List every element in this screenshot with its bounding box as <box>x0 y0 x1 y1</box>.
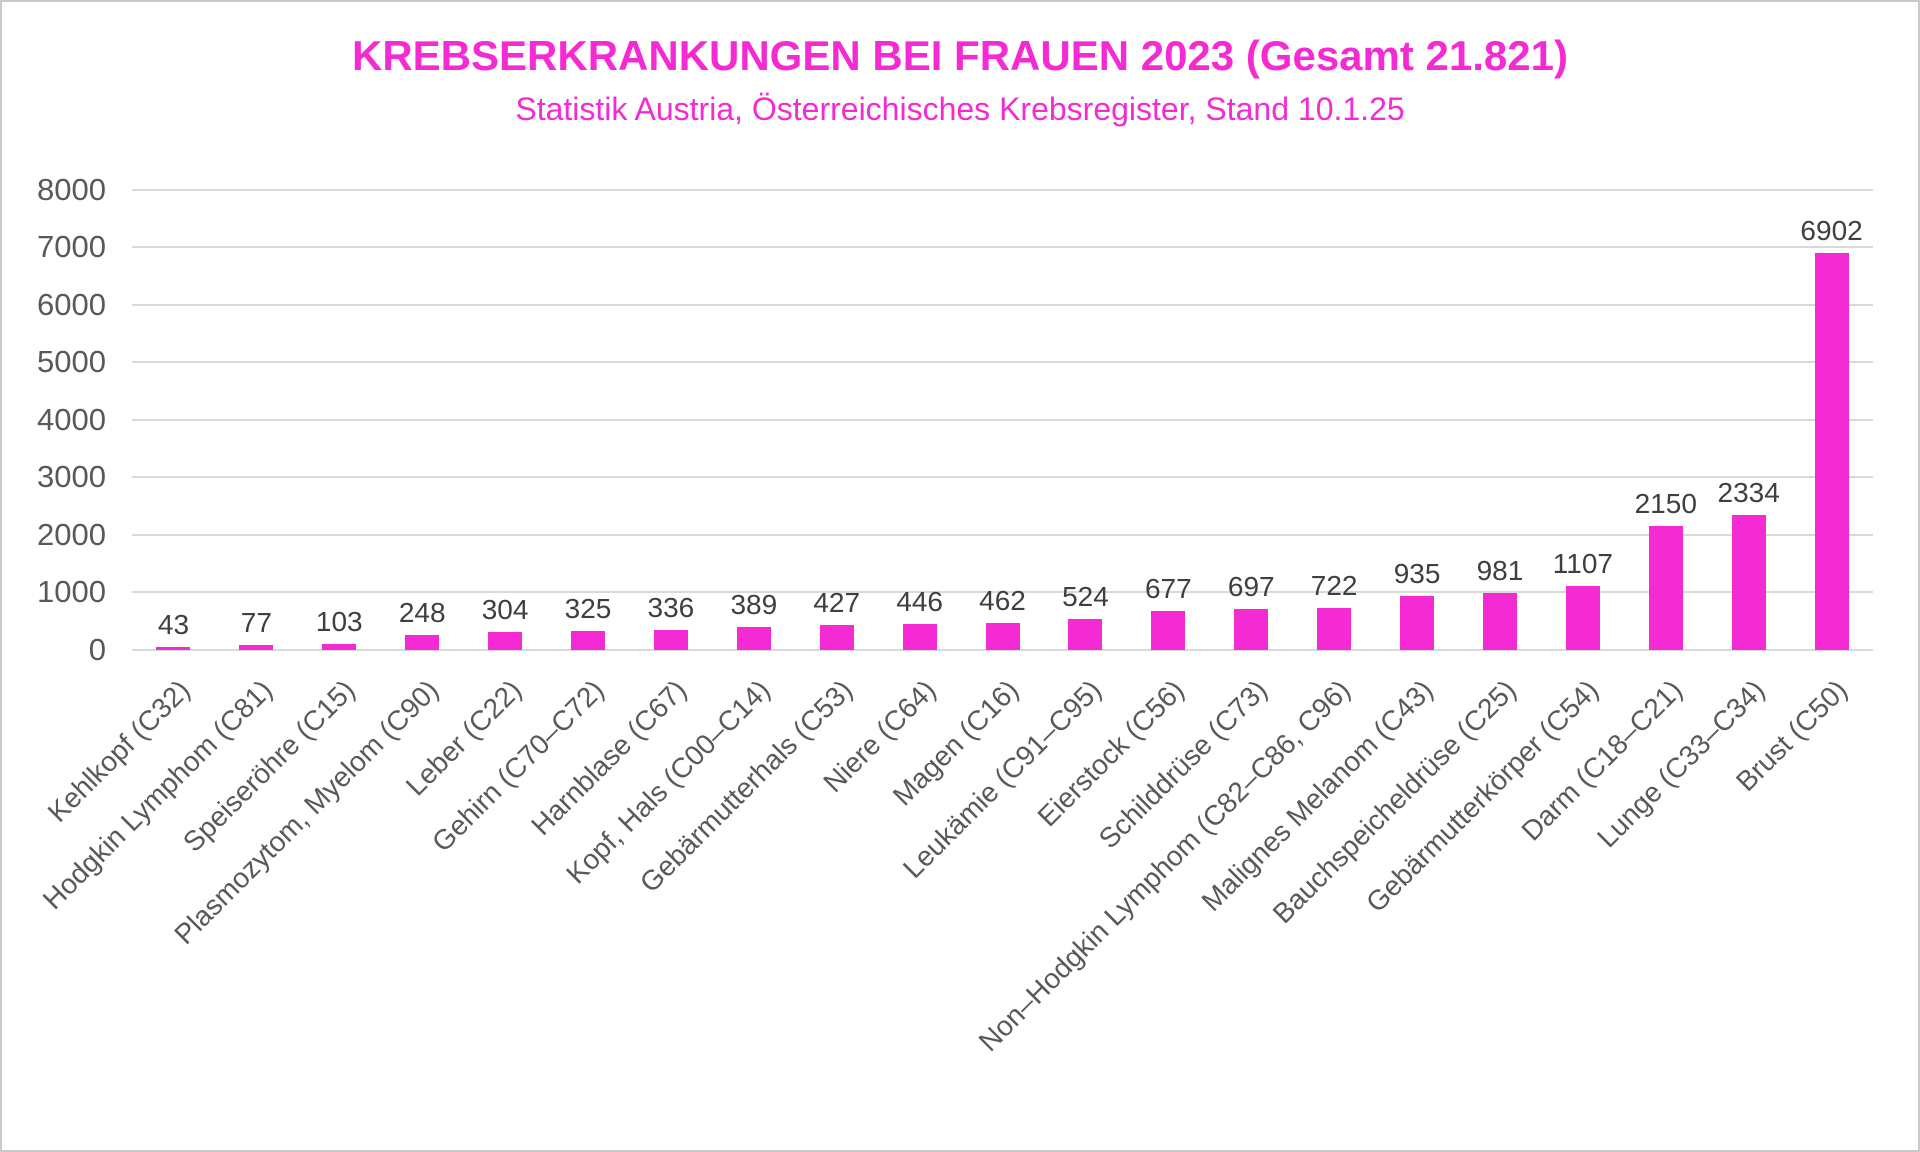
bar-series: 43 77 103 248 304 325 336 389 427 446 462 524 677 697… <box>132 190 1873 650</box>
y-tick-label: 3000 <box>37 459 106 494</box>
gridline <box>132 188 1873 191</box>
bar-value-label: 524 <box>1062 581 1109 613</box>
bar-value-label: 935 <box>1393 557 1441 589</box>
bar-cell: 697 <box>1210 190 1293 650</box>
bar <box>1068 619 1103 650</box>
bar-cell: 427 <box>795 190 878 650</box>
bar-value-label: 2150 <box>1634 487 1697 519</box>
bar <box>819 624 854 650</box>
bar-value-label: 981 <box>1476 555 1524 587</box>
gridline <box>132 591 1873 593</box>
bar <box>570 630 605 650</box>
bar-cell: 2150 <box>1624 190 1707 650</box>
bar <box>405 635 440 650</box>
bar <box>1151 610 1186 650</box>
gridline <box>132 418 1873 421</box>
bar-value-label: 304 <box>481 594 529 626</box>
y-tick-label: 5000 <box>37 344 106 379</box>
bar-chart: 0 1000 2000 3000 4000 5000 6000 7000 8000 43 77 10… <box>2 172 1918 1138</box>
bar-cell: 6902 <box>1790 190 1873 650</box>
bar <box>653 630 688 650</box>
y-tick-label: 7000 <box>37 229 106 264</box>
bar-cell: 981 <box>1459 190 1542 650</box>
gridline <box>132 533 1873 536</box>
bar-value-label: 446 <box>896 585 943 617</box>
bar <box>1234 609 1269 650</box>
bar-value-label: 77 <box>240 607 272 639</box>
bar-cell: 446 <box>878 190 961 650</box>
bar-value-label: 6902 <box>1800 214 1863 246</box>
bar-cell: 935 <box>1376 190 1459 650</box>
bar-value-label: 677 <box>1144 572 1192 604</box>
bar <box>1814 252 1849 650</box>
bar-value-label: 722 <box>1310 570 1358 601</box>
bar-cell: 325 <box>547 190 630 650</box>
bar <box>488 632 523 650</box>
bar-cell: 524 <box>1044 190 1127 650</box>
x-axis-label: Kehlkopf (C32) <box>41 673 196 828</box>
gridline <box>132 246 1873 248</box>
chart-title: KREBSERKRANKUNGEN BEI FRAUEN 2023 (Gesam… <box>352 32 1568 79</box>
chart-subtitle: Statistik Austria, Österreichisches Kreb… <box>515 90 1405 127</box>
bar-cell: 389 <box>712 190 795 650</box>
bar <box>239 645 274 650</box>
bar-value-label: 103 <box>315 605 363 637</box>
bar-value-label: 697 <box>1227 571 1275 603</box>
bar <box>322 643 357 650</box>
bar <box>1400 595 1435 650</box>
bar-value-label: 248 <box>398 597 446 629</box>
gridline <box>132 476 1873 478</box>
bar-cell: 336 <box>629 190 712 650</box>
y-tick-label: 2000 <box>37 516 106 552</box>
bar <box>985 622 1020 650</box>
bar <box>1731 515 1766 650</box>
bar-cell: 304 <box>464 190 547 650</box>
bar <box>1648 525 1683 650</box>
bar-cell: 677 <box>1127 190 1210 650</box>
y-tick-label: 0 <box>88 631 106 667</box>
bar <box>902 623 937 650</box>
y-tick-label: 1000 <box>37 574 106 609</box>
bar <box>1317 608 1352 650</box>
bar-value-label: 325 <box>564 592 612 624</box>
bar <box>1482 593 1517 650</box>
y-axis: 0 1000 2000 3000 4000 5000 6000 7000 8000 <box>2 172 132 667</box>
bar-cell: 43 <box>132 190 215 650</box>
y-tick-label: 4000 <box>37 401 106 437</box>
bar-cell: 722 <box>1293 190 1376 650</box>
bar-value-label: 2334 <box>1717 477 1780 509</box>
bar-cell: 462 <box>961 190 1044 650</box>
y-tick-label: 8000 <box>37 171 106 207</box>
plot-area: 43 77 103 248 304 325 336 389 427 446 462 524 677 697… <box>132 188 1873 651</box>
bar-value-label: 389 <box>730 589 778 621</box>
bar-value-label: 427 <box>813 586 861 618</box>
bar-cell: 103 <box>298 190 381 650</box>
bar-cell: 1107 <box>1541 190 1624 650</box>
bar-cell: 248 <box>381 190 464 650</box>
bar <box>736 627 771 650</box>
gridline <box>132 648 1873 651</box>
bar <box>156 647 191 650</box>
bar-value-label: 462 <box>979 584 1026 616</box>
gridline <box>132 361 1873 363</box>
y-tick-label: 6000 <box>37 286 106 322</box>
bar-value-label: 336 <box>647 592 695 624</box>
x-axis-labels: Kehlkopf (C32) Hodgkin Lymphom (C81) Speis… <box>37 650 1873 1138</box>
bar-value-label: 1107 <box>1552 547 1613 579</box>
plot-row: 0 1000 2000 3000 4000 5000 6000 7000 8000 43 77 10… <box>2 172 1873 667</box>
bar-cell: 77 <box>215 190 298 650</box>
bar-value-label: 43 <box>157 609 190 641</box>
bar <box>1565 585 1600 650</box>
gridline <box>132 303 1873 306</box>
x-axis-label: Eierstock (C56) <box>1031 673 1191 832</box>
bar-cell: 2334 <box>1707 190 1790 650</box>
